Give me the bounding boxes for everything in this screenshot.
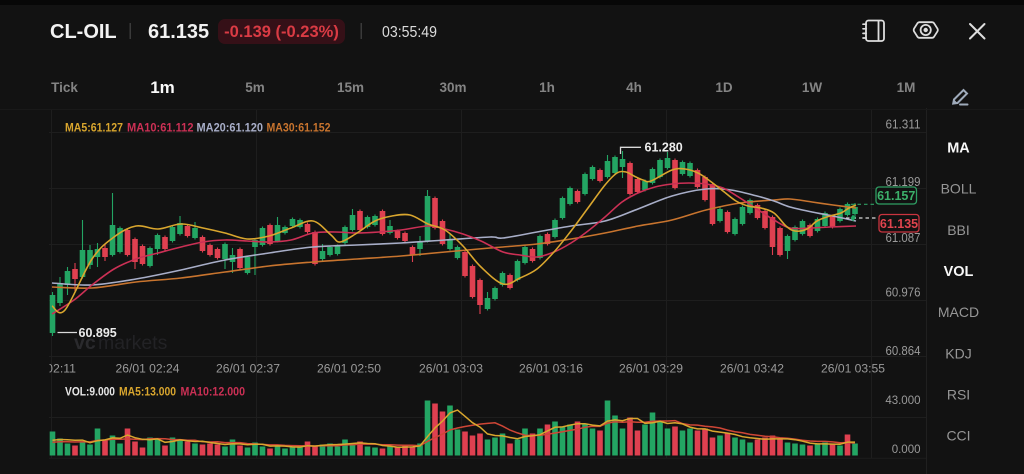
svg-text:MA5:13.000: MA5:13.000 <box>119 385 176 399</box>
svg-text:61.311: 61.311 <box>886 118 921 132</box>
svg-text:60.864: 60.864 <box>886 344 921 358</box>
svg-text:KDJ: KDJ <box>945 345 971 361</box>
svg-text:61.199: 61.199 <box>886 175 921 189</box>
svg-text:30m: 30m <box>439 80 466 95</box>
svg-text:-0.139 (-0.23%): -0.139 (-0.23%) <box>224 23 339 41</box>
svg-text:1D: 1D <box>715 80 733 95</box>
svg-text:4h: 4h <box>626 80 642 95</box>
svg-text:15m: 15m <box>337 80 364 95</box>
svg-text:CL-OIL: CL-OIL <box>50 21 117 43</box>
svg-text:1m: 1m <box>150 78 175 97</box>
svg-text:26/01 03:42: 26/01 03:42 <box>720 364 784 376</box>
svg-text:26/01 02:50: 26/01 02:50 <box>317 364 381 376</box>
svg-text:BOLL: BOLL <box>941 181 977 197</box>
svg-text:Tick: Tick <box>51 80 78 95</box>
svg-text:MA10:61.112: MA10:61.112 <box>127 121 194 135</box>
svg-text:MA20:61.120: MA20:61.120 <box>197 121 264 135</box>
svg-text:61.157: 61.157 <box>877 189 915 203</box>
svg-text:26/01 02:11: 26/01 02:11 <box>12 364 76 376</box>
svg-text:VOL: VOL <box>944 264 974 280</box>
svg-text:vc: vc <box>74 332 96 354</box>
svg-text:60.895: 60.895 <box>79 326 117 340</box>
svg-text:markets: markets <box>98 332 168 354</box>
svg-text:VOL:9.000: VOL:9.000 <box>65 385 115 399</box>
svg-text:61.280: 61.280 <box>645 141 683 155</box>
svg-text:1M: 1M <box>897 80 916 95</box>
svg-text:61.135: 61.135 <box>148 21 209 43</box>
svg-text:MA: MA <box>947 141 970 157</box>
svg-text:1h: 1h <box>539 80 555 95</box>
svg-text:26/01 03:55: 26/01 03:55 <box>821 364 885 376</box>
svg-text:BBI: BBI <box>947 222 970 238</box>
svg-text:0.000: 0.000 <box>892 444 921 456</box>
svg-text:MA5:61.127: MA5:61.127 <box>65 121 123 135</box>
svg-text:CCI: CCI <box>946 428 970 444</box>
svg-text:26/01 03:03: 26/01 03:03 <box>419 364 483 376</box>
svg-text:1W: 1W <box>802 80 823 95</box>
svg-text:61.135: 61.135 <box>880 217 918 231</box>
svg-text:MA10:12.000: MA10:12.000 <box>181 385 246 399</box>
svg-text:26/01 02:37: 26/01 02:37 <box>216 364 280 376</box>
svg-text:26/01 03:16: 26/01 03:16 <box>519 364 583 376</box>
svg-text:03:55:49: 03:55:49 <box>382 24 437 41</box>
svg-text:43.000: 43.000 <box>885 395 920 407</box>
svg-text:61.087: 61.087 <box>886 231 921 245</box>
svg-text:26/01 02:24: 26/01 02:24 <box>116 364 181 376</box>
svg-text:60.976: 60.976 <box>886 285 921 299</box>
svg-text:MACD: MACD <box>938 304 979 320</box>
svg-text:5m: 5m <box>245 80 265 95</box>
svg-text:RSI: RSI <box>947 387 970 403</box>
svg-text:26/01 03:29: 26/01 03:29 <box>619 364 683 376</box>
svg-text:MA30:61.152: MA30:61.152 <box>267 121 331 135</box>
